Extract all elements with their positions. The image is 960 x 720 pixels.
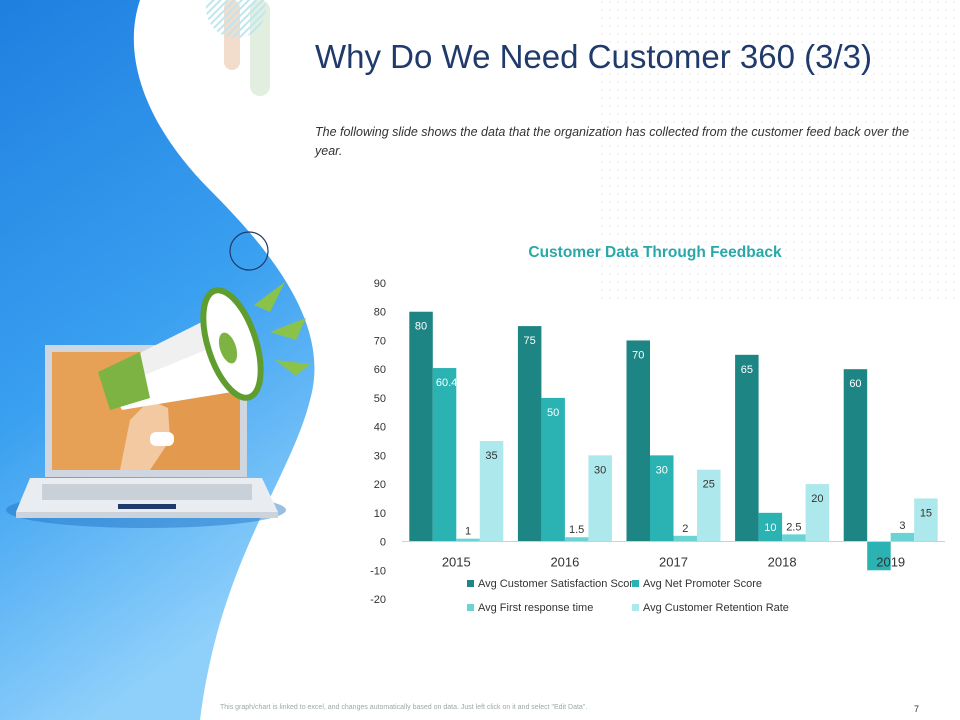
data-label: 60.4 [436,377,457,389]
data-label: 1.5 [569,524,584,536]
y-tick-label: 80 [374,307,386,319]
data-label: 80 [415,321,427,333]
legend-label: Avg First response time [478,602,593,614]
data-label: 3 [899,520,905,532]
y-tick-label: 70 [374,335,386,347]
x-tick-label: 2017 [659,555,688,570]
bar-2016-s0 [517,326,542,542]
y-tick-label: -10 [370,565,386,577]
bar-2019-s0 [843,369,868,542]
page-number: 7 [914,704,920,714]
bar-2018-s2 [782,534,806,542]
data-label: 30 [656,464,668,476]
data-label: 2 [682,523,688,535]
y-tick-label: 50 [374,393,386,405]
x-tick-label: 2019 [876,555,905,570]
legend-label: Avg Customer Satisfaction Score [478,578,639,590]
y-tick-label: 10 [374,508,386,520]
bar-2016-s2 [564,537,589,542]
data-label: 2.5 [786,521,801,533]
data-label: 50 [547,407,559,419]
data-label: 15 [920,507,932,519]
x-tick-label: 2015 [442,555,471,570]
bar-2019-s3 [914,498,938,542]
y-tick-label: 0 [380,537,386,549]
y-tick-label: -20 [370,594,386,606]
bar-2018-s3 [805,484,830,542]
chart-title: Customer Data Through Feedback [528,244,782,261]
y-tick-label: 90 [374,278,386,290]
legend-swatch [467,580,474,587]
y-tick-label: 40 [374,422,386,434]
data-label: 1 [465,526,471,538]
bar-2019-s2 [890,532,915,542]
legend-swatch [467,604,474,611]
bar-2018-s1 [758,512,783,542]
bar-2019-s1 [867,541,891,571]
slide-title: Why Do We Need Customer 360 (3/3) [315,38,872,75]
bar-2016-s3 [588,455,612,542]
bar-2015-s0 [409,311,433,542]
x-tick-label: 2018 [768,555,797,570]
x-tick-label: 2016 [550,555,579,570]
data-label: 75 [524,335,536,347]
bar-2017-s2 [673,535,697,542]
data-label: 10 [764,522,776,534]
data-label: 20 [811,493,823,505]
data-label: 70 [632,349,644,361]
bar-2016-s1 [541,397,565,542]
legend-label: Avg Customer Retention Rate [643,602,789,614]
y-tick-label: 60 [374,364,386,376]
y-tick-label: 20 [374,479,386,491]
dot-pattern [600,0,960,300]
footnote: This graph/chart is linked to excel, and… [220,704,588,711]
y-tick-label: 30 [374,450,386,462]
data-label: 65 [741,364,753,376]
hand-icon [120,400,174,470]
bar-2015-s3 [479,441,504,542]
decor-outline-circle [229,231,269,271]
bar-2017-s3 [697,469,721,542]
data-label: 35 [485,450,497,462]
bar-2017-s1 [650,455,674,542]
data-label: 30 [594,464,606,476]
data-label: 60 [849,378,861,390]
megaphone-icon [98,282,310,410]
bar-2015-s2 [456,538,480,542]
legend-label: Avg Net Promoter Score [643,578,762,590]
slide-subtitle: The following slide shows the data that … [315,125,910,158]
bar-2018-s0 [735,354,759,542]
data-label: 25 [703,479,715,491]
legend-swatch [632,604,639,611]
decor-striped-circle [206,0,266,38]
bar-2015-s1 [432,368,457,542]
bar-2017-s0 [626,340,650,542]
bar-chart: -20 -10 0 10 20 30 40 50 60 70 80 90 80 75 70 65 60 60.4 5… [370,278,945,614]
legend-swatch [632,580,639,587]
